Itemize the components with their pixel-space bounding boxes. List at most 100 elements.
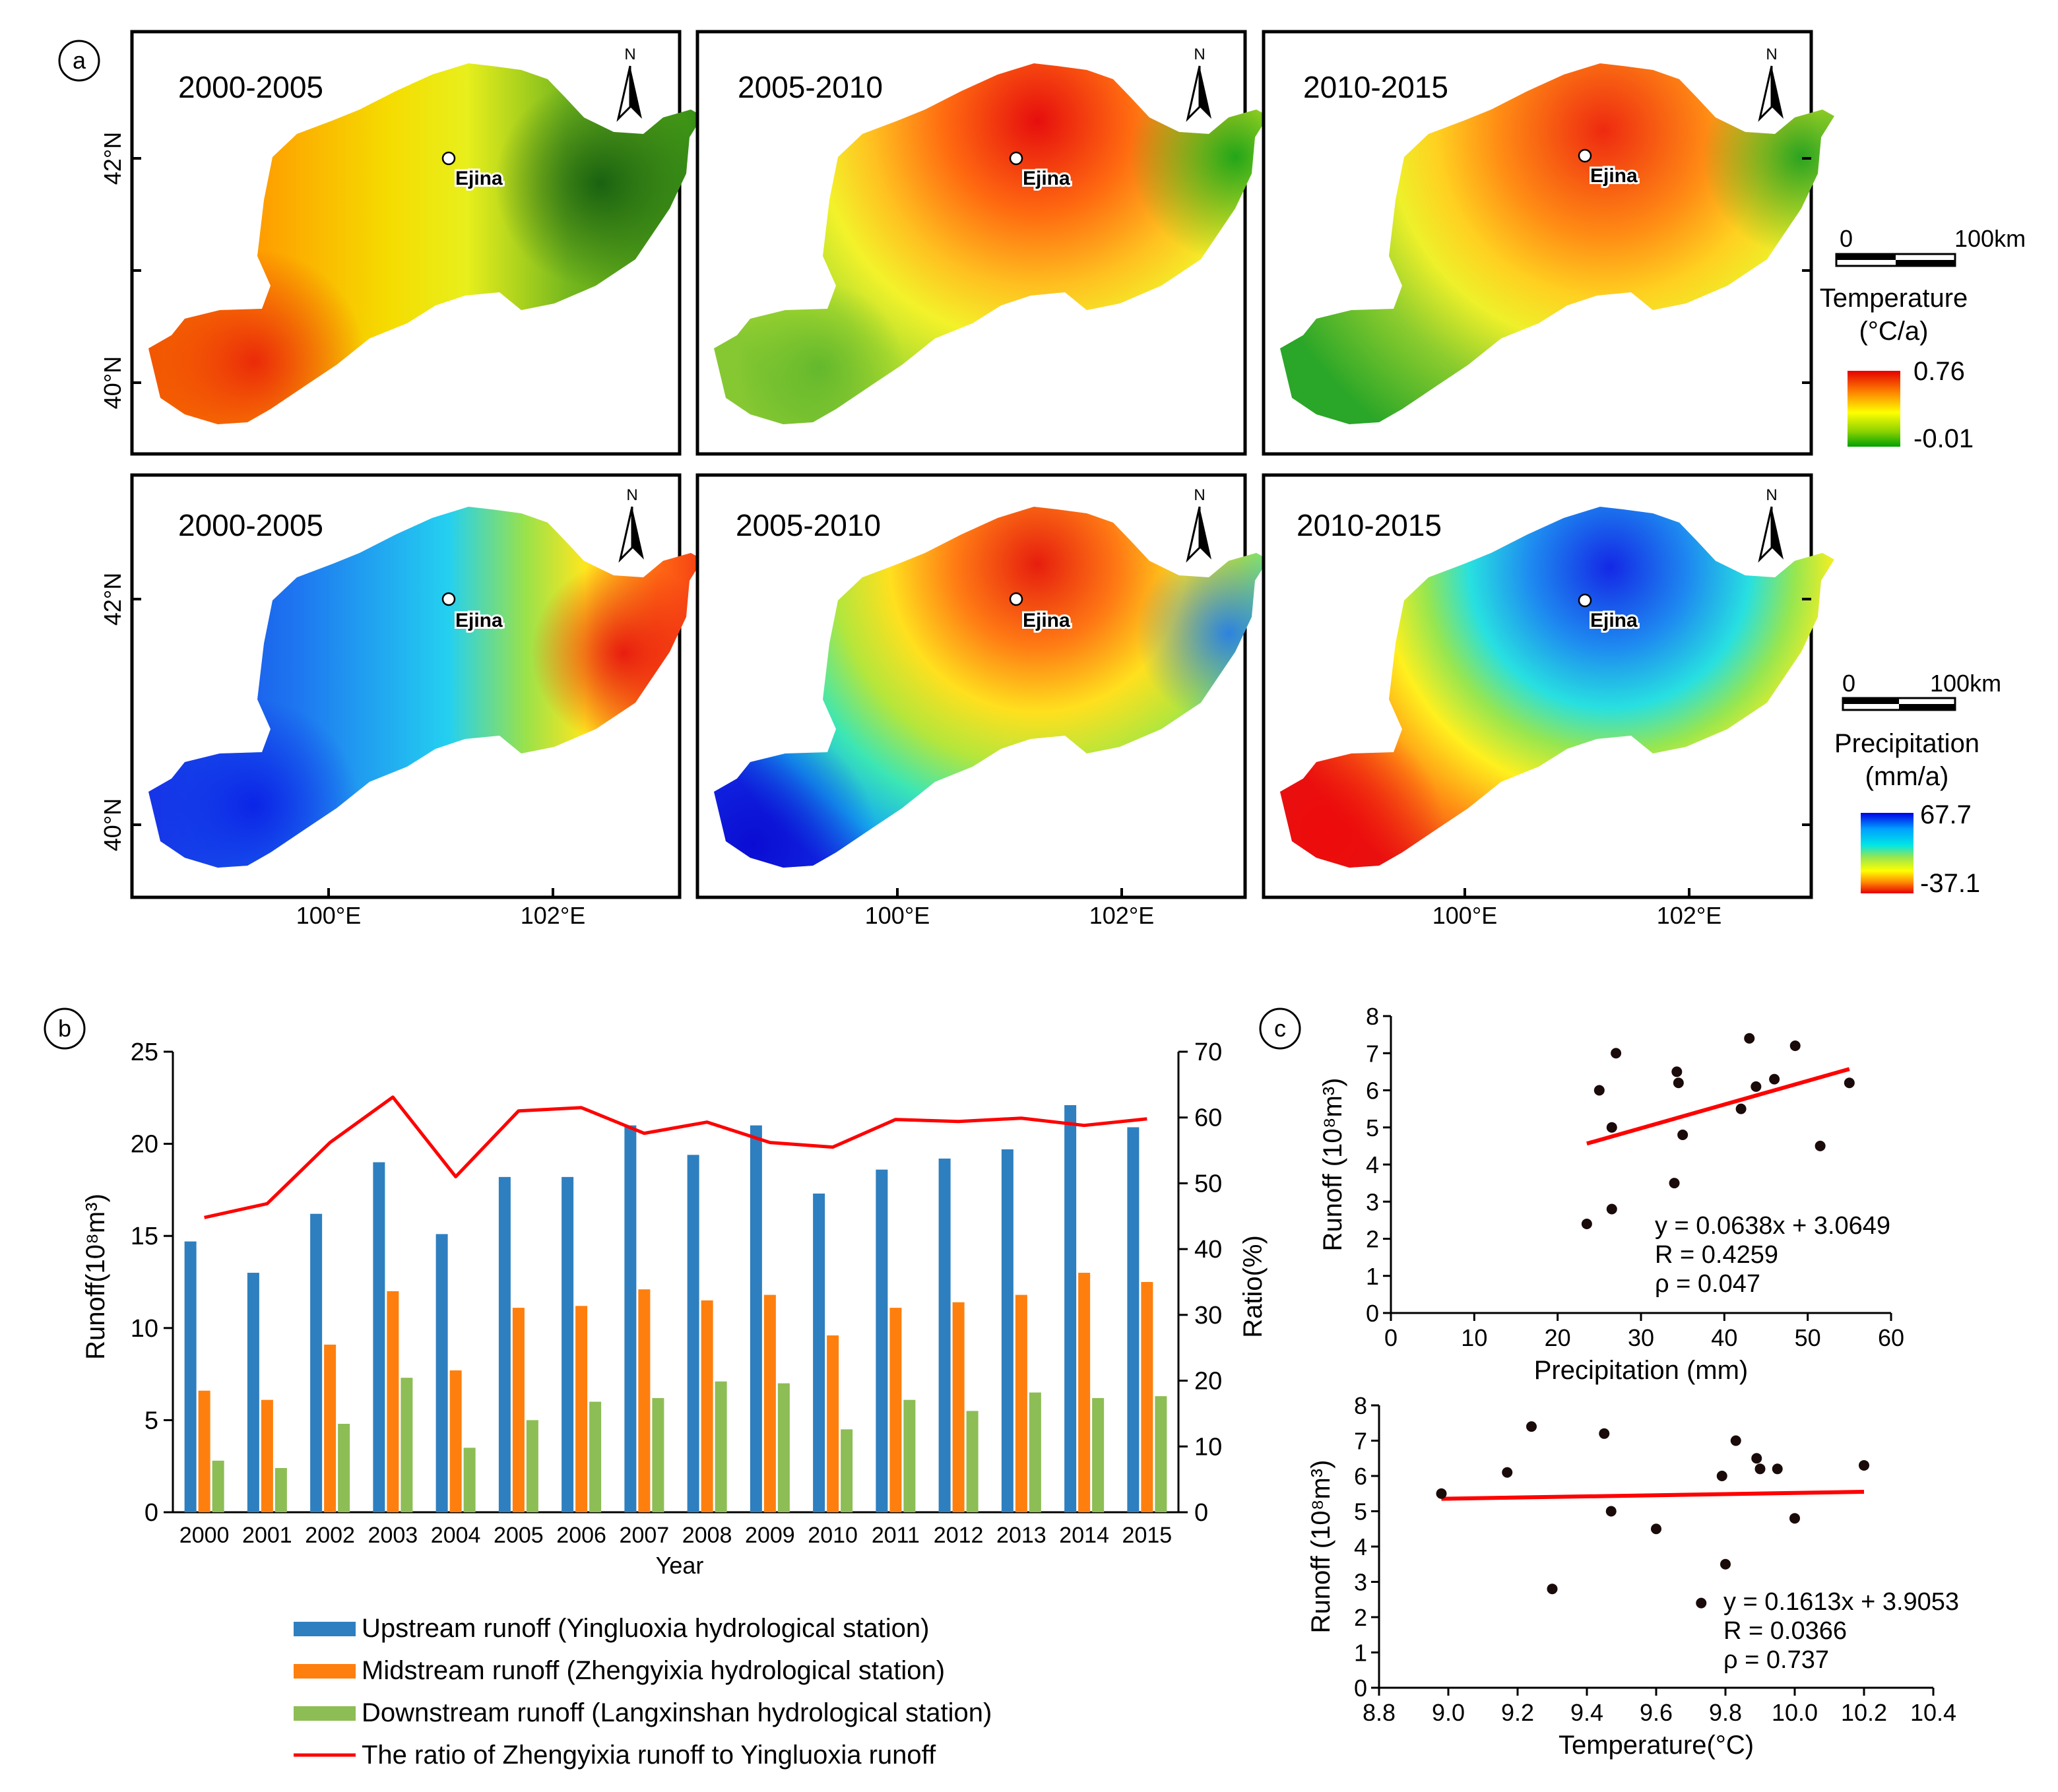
scatter-temperature: 0 1 2 3 4 5 6 7 8 8.8 9.0 9.2 9.4 9.6 9.8 10.0 10.2 10.4 y… xyxy=(1306,1392,1959,1760)
lon-tick-102: 102°E xyxy=(521,902,585,929)
lat-tick-42: 42°N xyxy=(99,573,126,625)
lon-tick-100: 100°E xyxy=(296,902,361,929)
c-data-point xyxy=(1526,1421,1537,1432)
c-ytick-label: 3 xyxy=(1354,1569,1367,1596)
b-bar-midstream xyxy=(889,1308,902,1512)
svg-text:N: N xyxy=(1766,486,1777,504)
north-arrow: N xyxy=(618,486,644,563)
c-xtick-label: 10 xyxy=(1461,1324,1487,1351)
c-xtick-label: 0 xyxy=(1384,1324,1398,1351)
lon-tick-102: 102°E xyxy=(1089,902,1154,929)
b-bar-upstream xyxy=(1001,1149,1013,1512)
c-xtick-label: 9.0 xyxy=(1432,1699,1465,1726)
b-bar-upstream xyxy=(750,1125,762,1512)
b-xtick-label: 2004 xyxy=(431,1523,481,1548)
panel-label-b: b xyxy=(58,1015,71,1042)
c-ytick-label: 8 xyxy=(1366,1003,1379,1030)
c-data-point xyxy=(1547,1584,1558,1595)
b-bar-upstream xyxy=(435,1234,448,1512)
panel-b-runoff-chart: b 0 5 10 15 20 25 0 10 20 30 40 50 60 70 2000 2001 2002… xyxy=(44,1008,1268,1770)
b-ytick-label: 5 xyxy=(145,1407,158,1434)
lat-tick-42: 42°N xyxy=(99,132,126,185)
c-xtick-label: 60 xyxy=(1878,1324,1904,1351)
legend-swatch-downstream xyxy=(294,1706,356,1721)
north-arrow: N xyxy=(1186,46,1211,122)
temperature-map-2005-2010: 2005-2010 N Ejina xyxy=(695,30,1268,456)
map-period-label: 2010-2015 xyxy=(1303,70,1448,104)
b-ytick-label: 15 xyxy=(131,1223,158,1250)
b-bar-midstream xyxy=(512,1308,525,1512)
c-fit-line xyxy=(1441,1490,1865,1501)
b-bar-downstream xyxy=(338,1423,350,1512)
b-bar-midstream xyxy=(324,1344,337,1512)
c-data-point xyxy=(1671,1066,1683,1077)
c-data-point xyxy=(1769,1073,1780,1085)
b-xtick-label: 2008 xyxy=(682,1523,732,1548)
c-data-point xyxy=(1751,1081,1762,1092)
svg-text:Precipitation: Precipitation xyxy=(1834,729,1979,758)
b-bar-upstream xyxy=(687,1155,699,1512)
b-xtick-label: 2002 xyxy=(305,1523,355,1548)
b-bar-downstream xyxy=(212,1460,224,1512)
b-y2tick-label: 20 xyxy=(1194,1368,1222,1395)
c-fit-line xyxy=(1586,1067,1850,1146)
svg-text:67.7: 67.7 xyxy=(1920,800,1972,829)
c-ytick-label: 4 xyxy=(1366,1151,1379,1178)
c-data-point xyxy=(1593,1085,1605,1096)
b-ytick-label: 10 xyxy=(131,1315,158,1343)
legend-label-upstream: Upstream runoff (Yingluoxia hydrological… xyxy=(362,1614,929,1643)
station-label: Ejina xyxy=(1590,165,1638,187)
c-ylabel: Runoff (10⁸m³) xyxy=(1318,1078,1347,1252)
b-xtick-label: 2014 xyxy=(1059,1523,1109,1548)
c-ytick-label: 0 xyxy=(1354,1675,1367,1702)
b-ytick-label: 25 xyxy=(131,1039,158,1066)
b-bar-downstream xyxy=(463,1448,476,1512)
c-data-point xyxy=(1651,1523,1661,1535)
precipitation-map-2000-2005: 2000-2005 N Ejina 42°N 40°N 100°E 102°E xyxy=(99,473,703,929)
c-data-point xyxy=(1606,1203,1617,1215)
b-y2tick-label: 70 xyxy=(1194,1039,1222,1066)
precipitation-map-2005-2010: 2005-2010 N Ejina 100°E 102°E xyxy=(695,473,1268,929)
svg-text:-0.01: -0.01 xyxy=(1913,424,1974,453)
c-ytick-label: 1 xyxy=(1354,1640,1367,1667)
scalebar: 0 100km xyxy=(1835,225,2026,267)
b-y2tick-label: 60 xyxy=(1194,1104,1222,1132)
north-arrow: N xyxy=(1758,46,1784,122)
b-bar-midstream xyxy=(198,1390,210,1512)
b-xtick-label: 2012 xyxy=(934,1523,984,1548)
legend-label-ratio: The ratio of Zhengyixia runoff to Yinglu… xyxy=(362,1741,936,1770)
c-xtick-label: 9.8 xyxy=(1709,1699,1742,1726)
c-ytick-label: 1 xyxy=(1366,1263,1379,1290)
lon-tick-102: 102°E xyxy=(1657,902,1721,929)
b-bar-downstream xyxy=(652,1397,664,1512)
station-label: Ejina xyxy=(1023,168,1070,189)
legend-label-midstream: Midstream runoff (Zhengyixia hydrologica… xyxy=(362,1656,945,1685)
c-xtick-label: 9.4 xyxy=(1570,1699,1603,1726)
b-bar-midstream xyxy=(763,1295,776,1512)
panel-label-a: a xyxy=(73,47,86,74)
scatter-precipitation: 0 1 2 3 4 5 6 7 8 0 10 20 30 40 50 60 y = 0.0638x + 3.06… xyxy=(1318,1003,1904,1385)
legend-swatch-midstream xyxy=(294,1664,356,1679)
b-ytick-label: 20 xyxy=(131,1131,158,1159)
c-ytick-label: 7 xyxy=(1366,1040,1379,1067)
c-xtick-label: 50 xyxy=(1795,1324,1821,1351)
c-data-point xyxy=(1789,1040,1801,1051)
b-bar-downstream xyxy=(1155,1396,1167,1512)
b-bar-upstream xyxy=(1127,1127,1140,1512)
c-xtick-label: 8.8 xyxy=(1363,1699,1396,1726)
b-bar-upstream xyxy=(938,1158,951,1512)
c-data-point xyxy=(1815,1140,1826,1151)
c-data-point xyxy=(1754,1463,1766,1475)
b-xtick-label: 2006 xyxy=(556,1523,606,1548)
svg-text:0: 0 xyxy=(1840,225,1853,252)
c-data-point xyxy=(1716,1471,1727,1481)
c-xlabel: Precipitation (mm) xyxy=(1534,1356,1749,1385)
b-ytick-label: 0 xyxy=(145,1499,158,1527)
c-xtick-label: 20 xyxy=(1545,1324,1571,1351)
c-annotation: R = 0.0366 xyxy=(1723,1617,1847,1645)
c-xlabel: Temperature(°C) xyxy=(1559,1731,1754,1760)
c-data-point xyxy=(1789,1513,1800,1524)
c-ytick-label: 4 xyxy=(1354,1533,1367,1560)
c-data-point xyxy=(1669,1178,1680,1189)
